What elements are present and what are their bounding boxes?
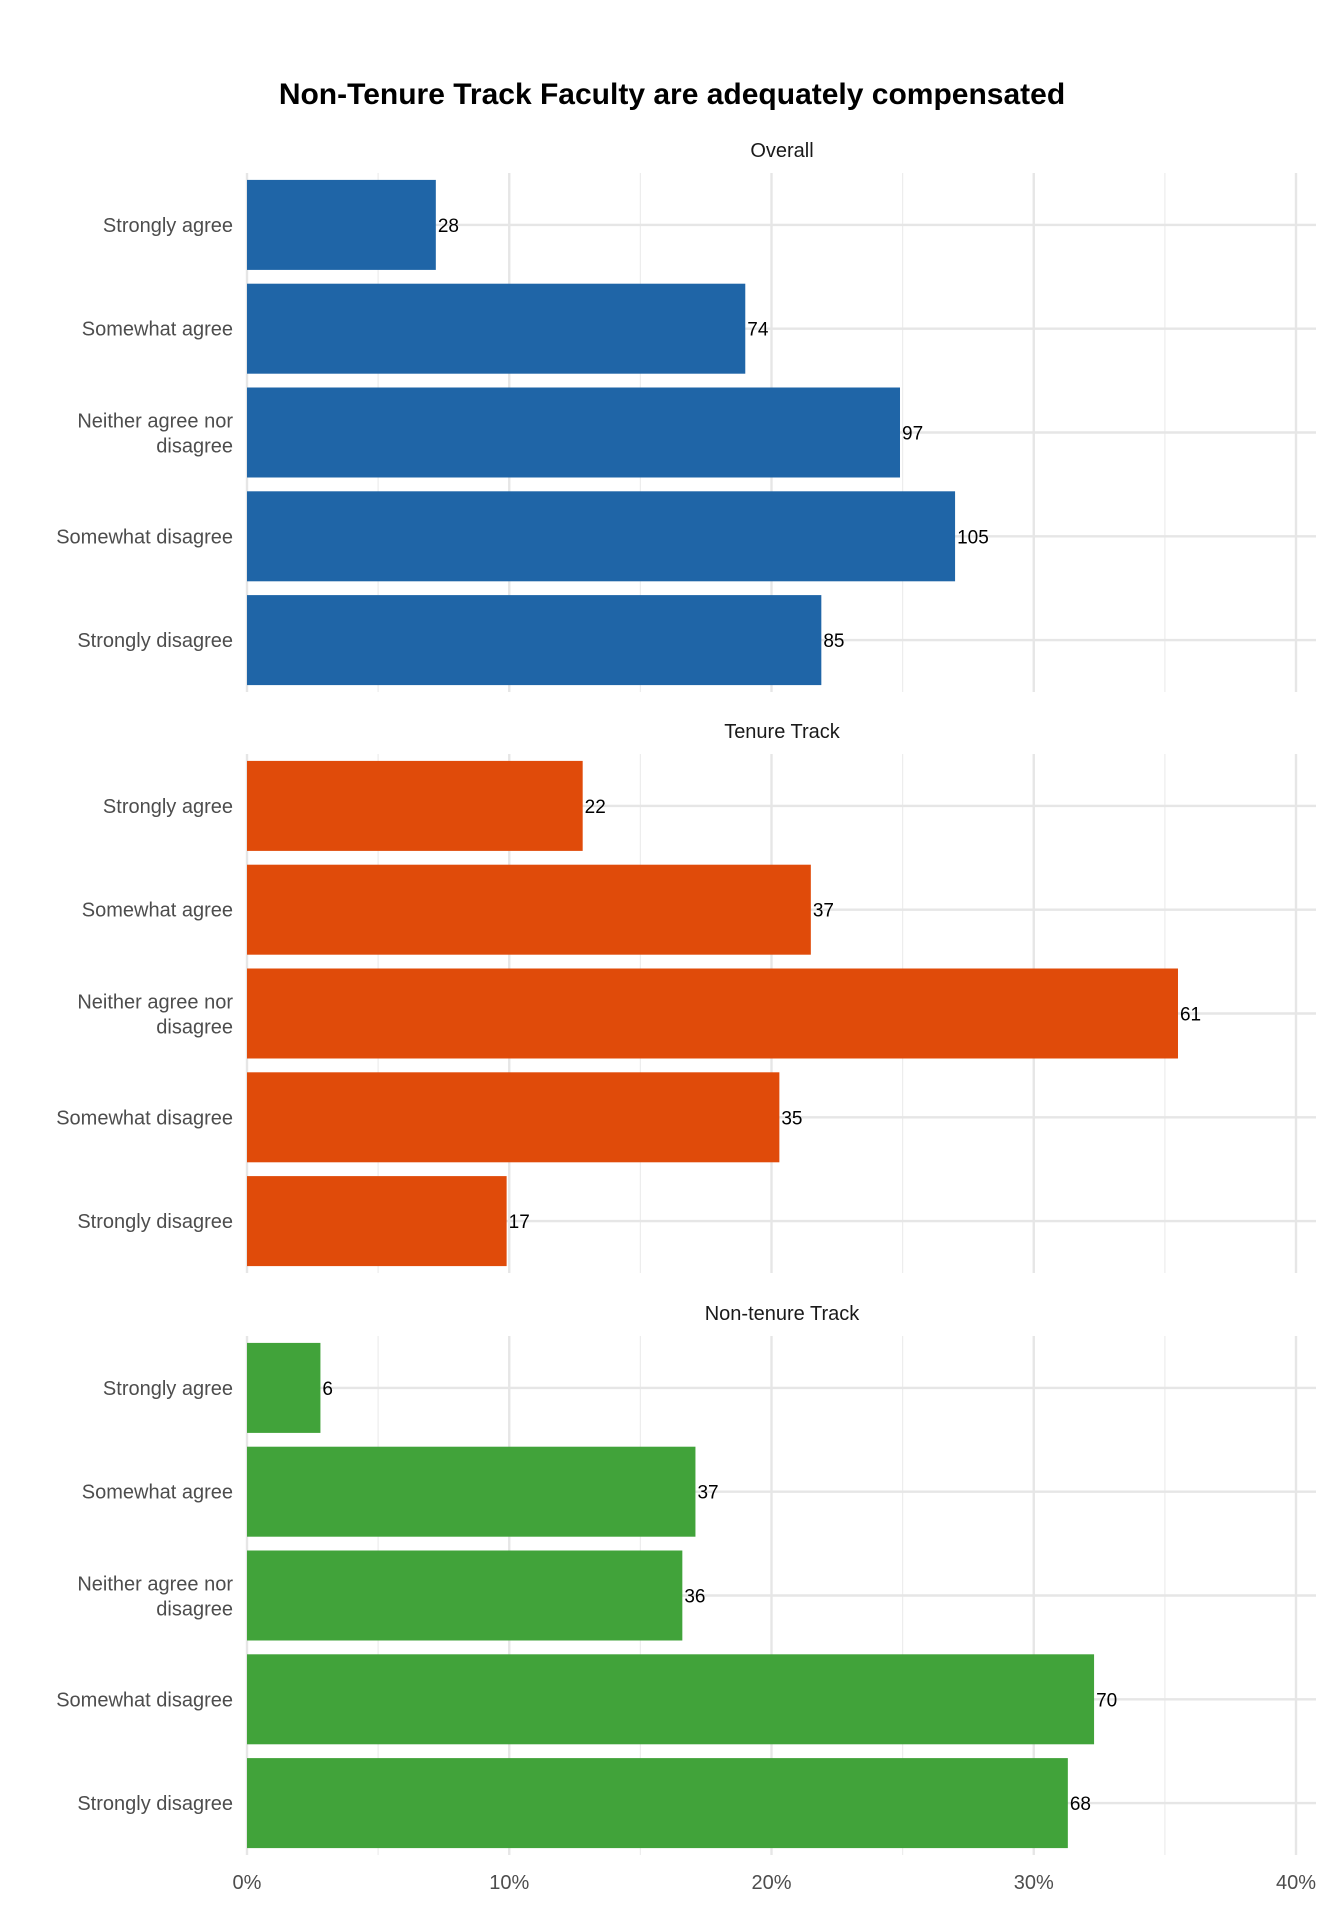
bar-value-label: 37 [813,901,834,922]
facet-title: Non-tenure Track [705,1303,861,1325]
facet-title: Tenure Track [724,721,841,743]
bar-value-label: 70 [1096,1690,1117,1711]
category-label-line: disagree [156,1017,233,1039]
bar [247,595,822,686]
category-label: Strongly agree [103,1378,233,1400]
bar [247,179,436,270]
bar [247,1446,696,1537]
category-label: Neither agree nor disagree [77,411,233,458]
category-label: Strongly disagree [77,1793,233,1815]
category-label-line: Neither agree nor [77,992,233,1014]
bar [247,1550,683,1641]
category-label: Somewhat disagree [56,1689,233,1711]
category-label-line: disagree [156,1599,233,1621]
chart-title: Non-Tenure Track Faculty are adequately … [279,78,1065,111]
bar-value-label: 28 [438,216,459,237]
facet-panel-0: Overall 28 Strongly agree 74 Somewhat agree 9… [56,140,1316,692]
bar [247,387,901,478]
bar [247,491,956,582]
bar [247,864,811,955]
x-tick-label: 20% [751,1872,791,1894]
bar-value-label: 85 [823,631,844,652]
x-tick-label: 0% [233,1872,262,1894]
x-tick-label: 10% [489,1872,529,1894]
bar [247,283,746,374]
bar-value-label: 68 [1070,1794,1091,1815]
bar [247,1654,1095,1745]
category-label: Strongly agree [103,215,233,237]
bar [247,968,1178,1059]
x-tick-label: 40% [1276,1872,1316,1894]
bar-value-label: 36 [684,1587,705,1608]
bar-value-label: 61 [1180,1005,1201,1026]
bar-value-label: 22 [585,797,606,818]
category-label-line: disagree [156,436,233,458]
category-label-line: Neither agree nor [77,411,233,433]
category-label: Neither agree nor disagree [77,1574,233,1621]
bar-value-label: 97 [902,424,923,445]
bar [247,1758,1068,1849]
bar [247,1342,321,1433]
facet-panel-2: Non-tenure Track 6 Strongly agree 37 Somewha… [56,1303,1316,1855]
bar-value-label: 74 [747,320,769,341]
facet-title: Overall [750,140,813,162]
category-label: Somewhat agree [82,900,233,922]
bar-value-label: 37 [697,1483,718,1504]
category-label: Somewhat agree [82,319,233,341]
category-label: Somewhat disagree [56,1107,233,1129]
bar-value-label: 6 [322,1379,333,1400]
category-label: Strongly disagree [77,1211,233,1233]
category-label: Somewhat disagree [56,526,233,548]
facet-panel-1: Tenure Track 22 Strongly agree 37 Somewhat a… [56,721,1316,1273]
bar [247,1176,507,1267]
category-label: Neither agree nor disagree [77,992,233,1039]
category-label: Somewhat agree [82,1482,233,1504]
bar-value-label: 105 [957,527,989,548]
bar [247,760,583,851]
bar-value-label: 35 [781,1108,802,1129]
category-label: Strongly disagree [77,630,233,652]
category-label: Strongly agree [103,796,233,818]
x-tick-label: 30% [1014,1872,1054,1894]
category-label-line: Neither agree nor [77,1574,233,1596]
bar [247,1072,780,1163]
bar-value-label: 17 [509,1212,530,1233]
